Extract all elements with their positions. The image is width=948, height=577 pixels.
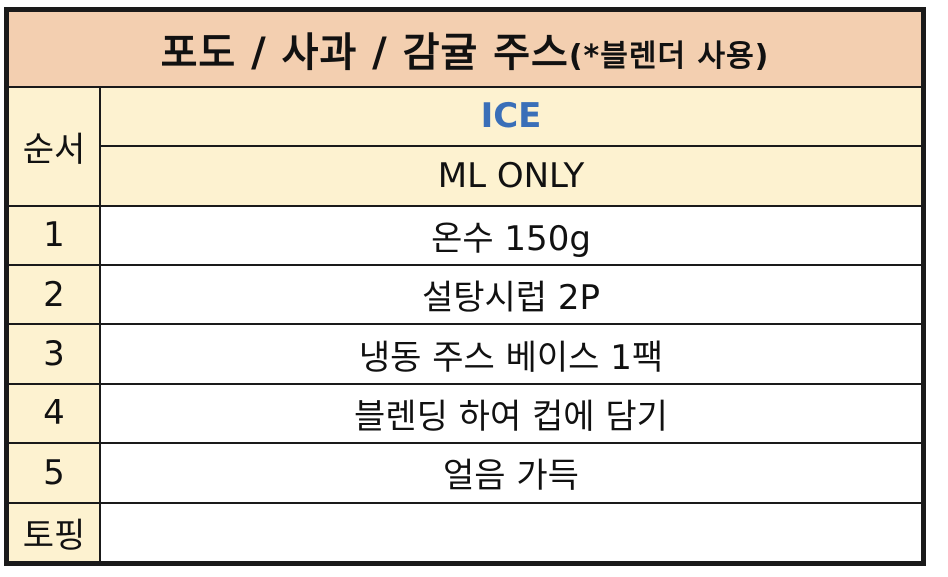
step-row: 4 블렌딩 하여 컵에 담기 bbox=[7, 382, 923, 445]
recipe-title-main: 포도 / 사과 / 감귤 주스 bbox=[160, 29, 569, 76]
step-number: 4 bbox=[7, 382, 101, 445]
step-number: 1 bbox=[7, 204, 101, 266]
step-text: 냉동 주스 베이스 1팩 bbox=[99, 323, 923, 385]
recipe-table: 포도 / 사과 / 감귤 주스(*블렌더 사용) 순서 ICE ML ONLY … bbox=[7, 10, 923, 564]
header-row-temperature: 순서 ICE bbox=[7, 85, 923, 207]
step-text: 블렌딩 하여 컵에 담기 bbox=[99, 382, 923, 445]
step-row: 2 설탕시럽 2P bbox=[7, 263, 923, 326]
recipe-title-suffix: (*블렌더 사용) bbox=[568, 38, 770, 74]
size-header: ML ONLY bbox=[99, 145, 923, 207]
step-number: 5 bbox=[7, 442, 101, 504]
step-row: 3 냉동 주스 베이스 1팩 bbox=[7, 323, 923, 385]
step-row: 5 얼음 가득 bbox=[7, 442, 923, 504]
temperature-header: ICE bbox=[99, 85, 923, 148]
recipe-card: 포도 / 사과 / 감귤 주스(*블렌더 사용) 순서 ICE ML ONLY … bbox=[4, 7, 926, 566]
step-text: 온수 150g bbox=[99, 204, 923, 266]
topping-label: 토핑 bbox=[7, 501, 101, 564]
topping-row: 토핑 bbox=[7, 501, 923, 564]
header-row-size: ML ONLY bbox=[8, 145, 923, 207]
recipe-title: 포도 / 사과 / 감귤 주스(*블렌더 사용) bbox=[7, 10, 923, 88]
step-number: 3 bbox=[7, 323, 101, 385]
step-number: 2 bbox=[7, 263, 101, 326]
step-text: 얼음 가득 bbox=[99, 442, 923, 504]
step-text: 설탕시럽 2P bbox=[99, 263, 923, 326]
step-row: 1 온수 150g bbox=[7, 204, 923, 266]
order-label: 순서 bbox=[7, 85, 101, 207]
title-row: 포도 / 사과 / 감귤 주스(*블렌더 사용) bbox=[7, 10, 923, 88]
topping-text bbox=[99, 501, 923, 564]
